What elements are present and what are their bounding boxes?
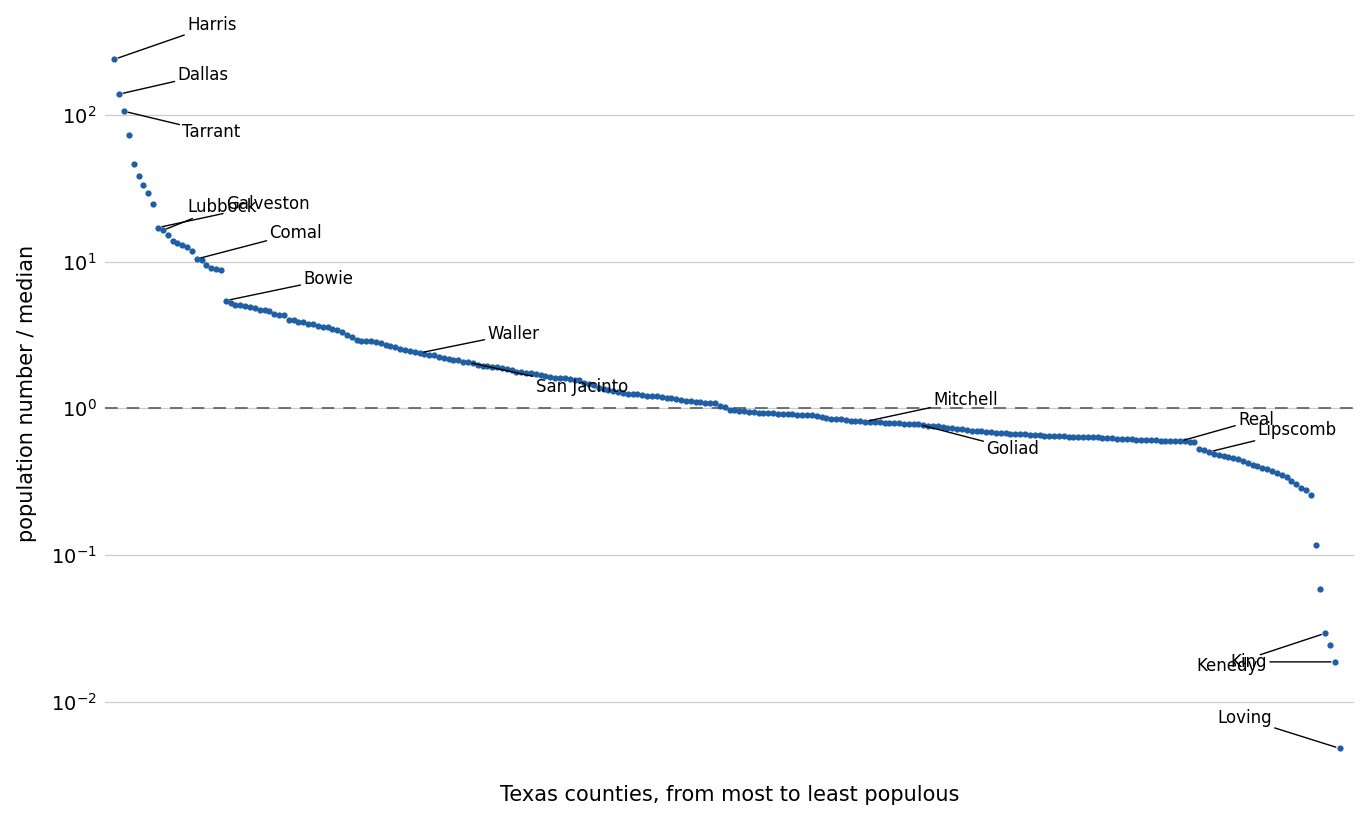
Text: Comal: Comal [200,224,322,258]
Text: King: King [1231,653,1331,671]
X-axis label: Texas counties, from most to least populous: Texas counties, from most to least popul… [500,785,960,806]
Text: Mitchell: Mitchell [869,391,998,421]
Text: Harris: Harris [118,16,237,58]
Text: Real: Real [1185,411,1274,440]
Text: Kenedy: Kenedy [1196,635,1322,675]
Text: Waller: Waller [424,325,539,352]
Text: Bowie: Bowie [230,270,354,300]
Text: Loving: Loving [1217,709,1335,747]
Text: Lubbock: Lubbock [167,198,256,229]
Y-axis label: population number / median: population number / median [16,245,37,543]
Text: Galveston: Galveston [162,195,310,227]
Text: Goliad: Goliad [923,425,1039,458]
Text: San Jacinto: San Jacinto [472,363,628,396]
Text: Tarrant: Tarrant [128,113,240,141]
Text: Lipscomb: Lipscomb [1213,422,1337,451]
Text: Dallas: Dallas [123,66,229,93]
